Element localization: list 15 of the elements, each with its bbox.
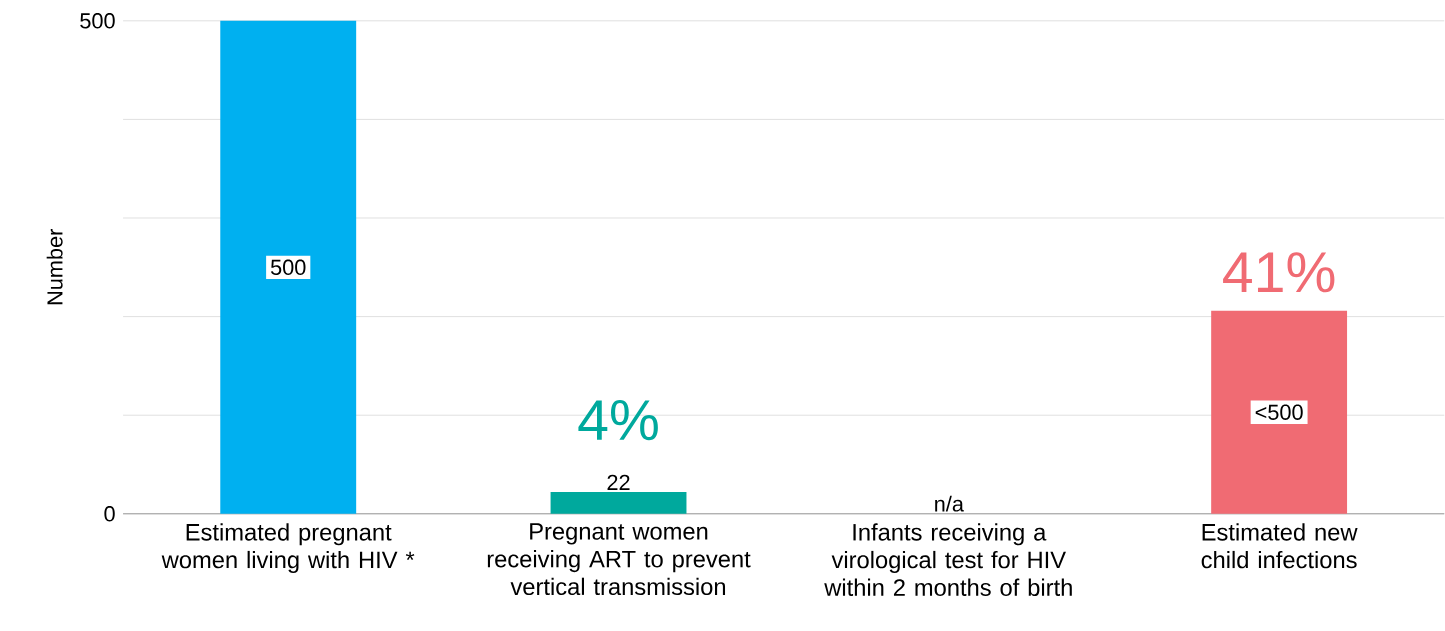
x-tick-label: Pregnant women receiving ART to prevent vertical transmission — [487, 523, 751, 596]
y-axis-title: Number — [46, 229, 63, 305]
data-label: <500 — [1255, 404, 1303, 421]
x-tick-label: Estimated new child infections — [1201, 523, 1358, 569]
x-tick-label: Estimated pregnant women living with HIV * — [161, 523, 415, 574]
bar — [550, 492, 687, 514]
text: n/a — [935, 495, 964, 512]
y-tick-label: 0 — [104, 506, 115, 522]
data-label: 500 — [270, 259, 306, 276]
annotation: 4% — [578, 400, 658, 441]
bar — [1211, 310, 1348, 514]
data-label: 22 — [607, 474, 630, 490]
bar — [220, 20, 357, 514]
x-tick-label: Infants receiving a virological test for HIV within 2 months of birth — [824, 523, 1072, 597]
annotation: 41% — [1223, 252, 1335, 293]
